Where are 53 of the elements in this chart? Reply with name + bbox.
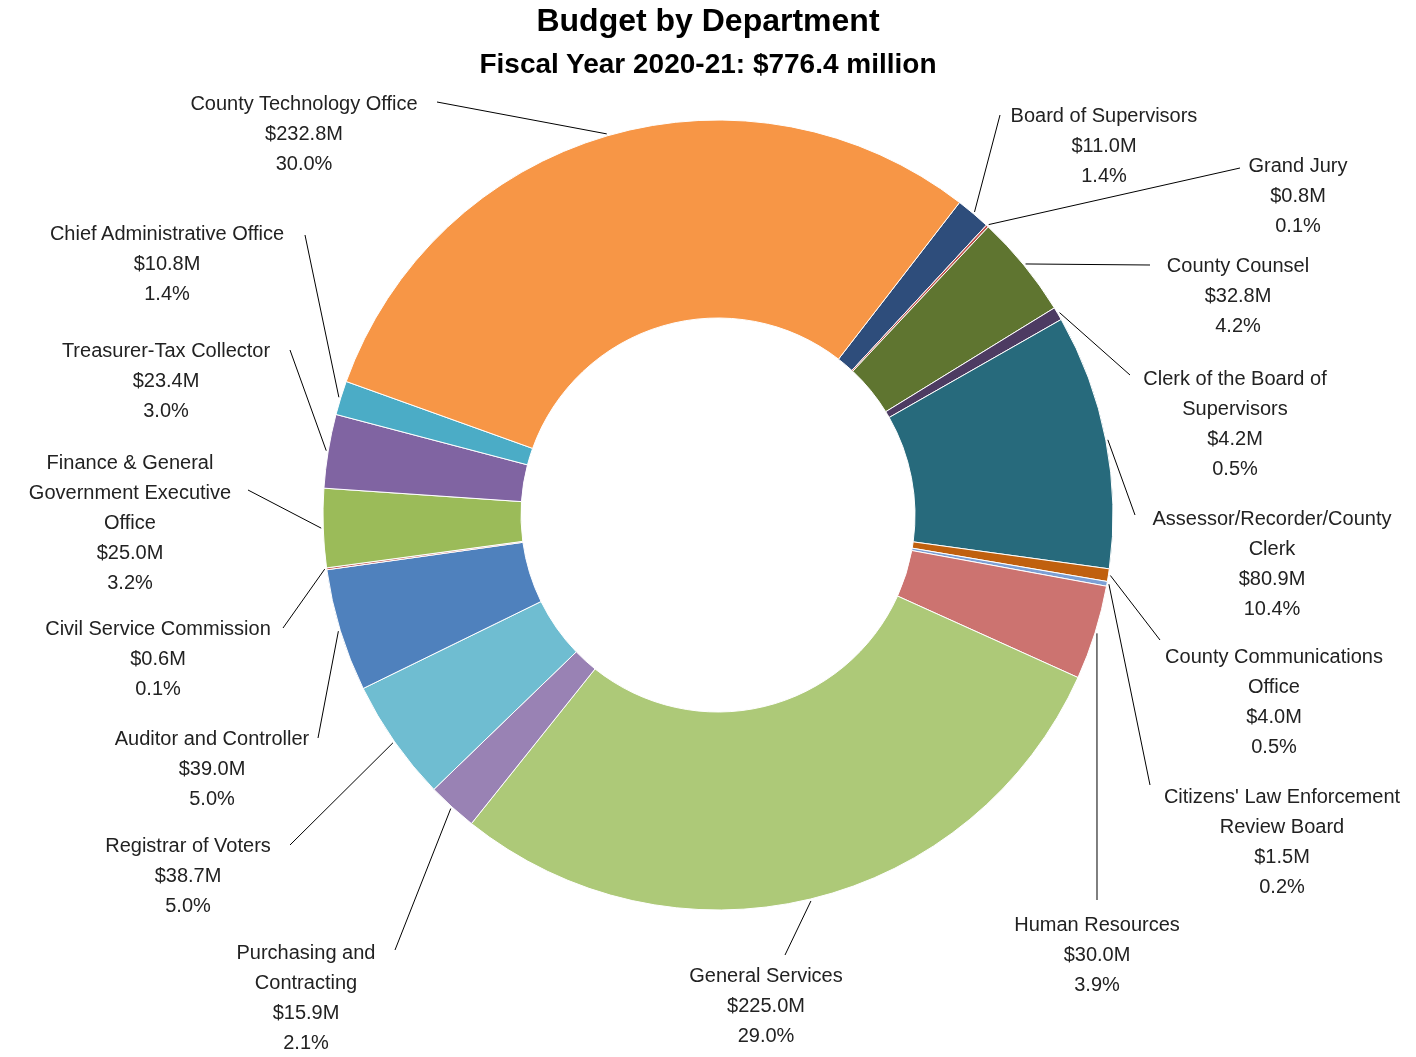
- data-label: $30.0M: [1063, 943, 1131, 965]
- text: 0.5%: [1251, 735, 1298, 757]
- data-label: $32.8M: [1204, 284, 1272, 306]
- text: 3.0%: [143, 399, 190, 421]
- slice-label: County Communications Office: [1165, 645, 1383, 697]
- text: 5.0%: [189, 787, 236, 809]
- data-label: $39.0M: [178, 757, 246, 779]
- text: 29.0%: [737, 1024, 795, 1046]
- slice-label: Human Resources: [1014, 913, 1180, 935]
- data-label: $0.8M: [1270, 184, 1326, 206]
- slice-label: General Services: [689, 964, 843, 986]
- slice-label: Board of Supervisors: [1010, 104, 1198, 126]
- slice-label: Treasurer-Tax Collector: [61, 339, 271, 361]
- text: 10.4%: [1243, 597, 1301, 619]
- slice-label: County Technology Office: [190, 92, 418, 114]
- text: 1.4%: [1081, 164, 1128, 186]
- text: 30.0%: [275, 152, 333, 174]
- data-label: $4.2M: [1207, 427, 1263, 449]
- data-label: $232.8M: [265, 122, 343, 144]
- text: 1.4%: [144, 282, 191, 304]
- data-label: $11.0M: [1071, 134, 1137, 156]
- text: 0.1%: [1275, 214, 1322, 236]
- slice-label: Assessor/Recorder/County Clerk: [1152, 507, 1392, 559]
- chart-subtitle: Fiscal Year 2020-21: $776.4 million: [478, 48, 938, 80]
- text: 0.5%: [1212, 457, 1259, 479]
- text: 5.0%: [165, 894, 212, 916]
- data-label: $23.4M: [132, 369, 200, 391]
- slice-label: County Counsel: [1166, 254, 1310, 276]
- data-label: $25.0M: [96, 541, 164, 563]
- slice-label: Citizens' Law Enforcement Review Board: [1163, 785, 1401, 837]
- data-label: $10.8M: [133, 252, 201, 274]
- data-label: $15.9M: [272, 1001, 340, 1023]
- data-label: $1.5M: [1254, 845, 1310, 867]
- slice-label: Civil Service Commission: [45, 617, 271, 639]
- slice-label: Finance & General Government Executive Office: [28, 451, 232, 533]
- slice-label: Registrar of Voters: [105, 834, 271, 856]
- text: 4.2%: [1215, 314, 1262, 336]
- data-label: $0.6M: [130, 647, 186, 669]
- slice-label: Clerk of the Board of Supervisors: [1143, 367, 1328, 419]
- data-label: $38.7M: [154, 864, 222, 886]
- slice-label: Purchasing and Contracting: [236, 941, 376, 993]
- text: 0.2%: [1259, 875, 1306, 897]
- data-label: $4.0M: [1246, 705, 1302, 727]
- data-label: $80.9M: [1238, 567, 1306, 589]
- text: 2.1%: [283, 1031, 330, 1053]
- data-label: $225.0M: [727, 994, 805, 1016]
- slice-label: Chief Administrative Office: [49, 222, 285, 244]
- text: 0.1%: [135, 677, 182, 699]
- text: 3.2%: [107, 571, 154, 593]
- text: 3.9%: [1074, 973, 1121, 995]
- slice-label: Grand Jury: [1248, 154, 1348, 176]
- slice-label: Auditor and Controller: [114, 727, 310, 749]
- chart-title: Budget by Department: [535, 2, 881, 39]
